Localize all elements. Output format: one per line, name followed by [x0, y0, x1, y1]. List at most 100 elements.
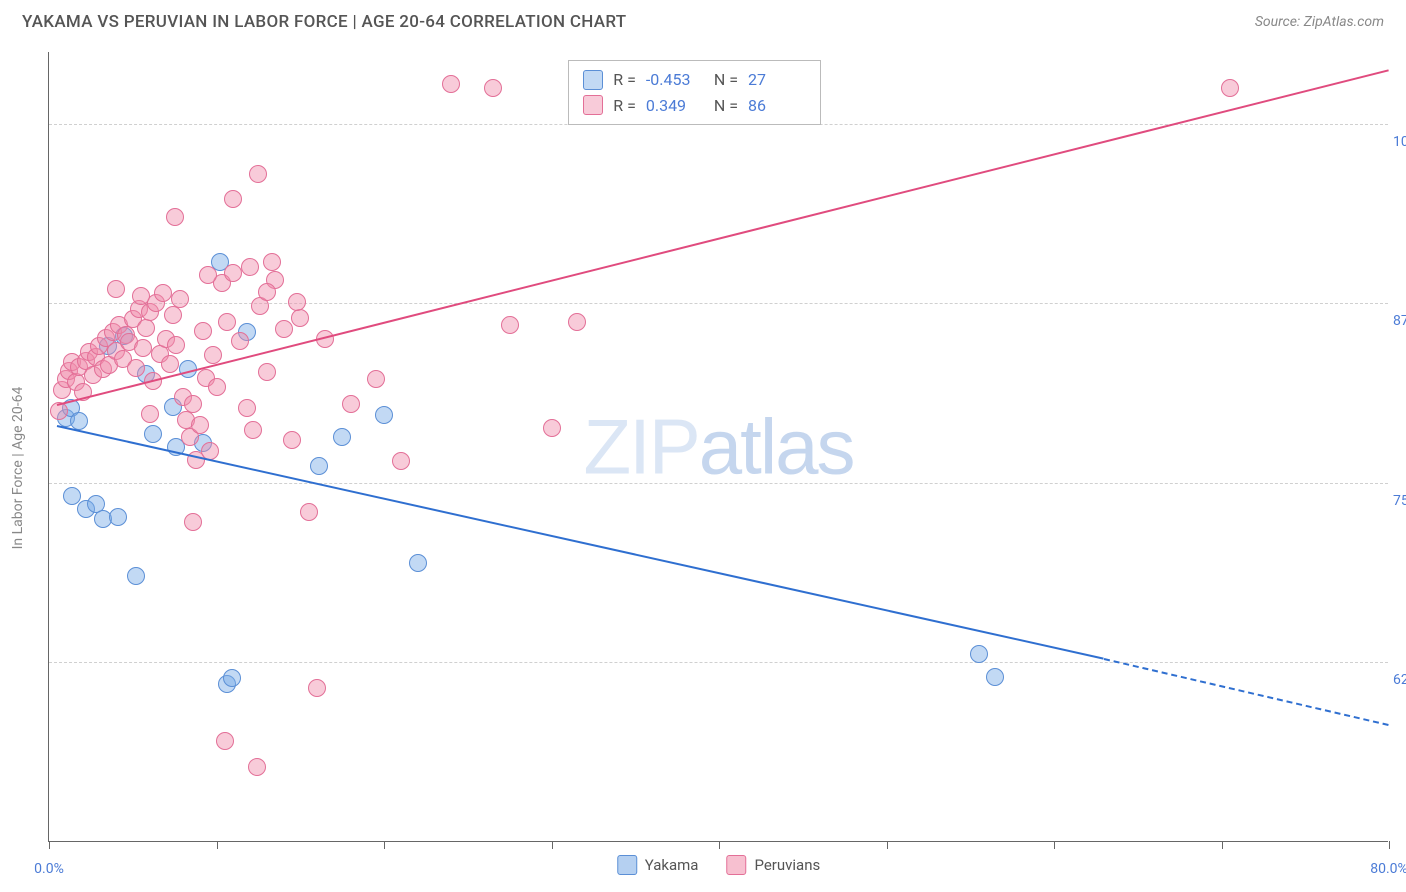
series-swatch — [583, 70, 603, 90]
data-point — [218, 313, 236, 331]
data-point — [109, 508, 127, 526]
scatter-plot: ZIPatlas YakamaPeruvians 62.5%75.0%87.5%… — [48, 52, 1388, 842]
data-point — [107, 280, 125, 298]
x-tick — [1389, 841, 1390, 849]
data-point — [161, 355, 179, 373]
legend-label: Yakama — [645, 856, 699, 874]
data-point — [543, 419, 561, 437]
stat-r-label: R = — [613, 67, 636, 93]
stat-n-label: N = — [714, 67, 738, 93]
data-point — [194, 322, 212, 340]
data-point — [970, 645, 988, 663]
data-point — [1221, 79, 1239, 97]
data-point — [249, 165, 267, 183]
data-point — [568, 313, 586, 331]
x-tick — [1054, 841, 1055, 849]
x-tick — [217, 841, 218, 849]
data-point — [231, 332, 249, 350]
data-point — [367, 370, 385, 388]
source-label: Source: ZipAtlas.com — [1255, 14, 1384, 30]
legend-item: Peruvians — [726, 855, 820, 875]
data-point — [258, 283, 276, 301]
data-point — [223, 669, 241, 687]
data-point — [184, 395, 202, 413]
data-point — [248, 758, 266, 776]
data-point — [238, 399, 256, 417]
data-point — [166, 208, 184, 226]
y-tick-label: 87.5% — [1393, 313, 1406, 329]
data-point — [300, 503, 318, 521]
data-point — [167, 336, 185, 354]
y-tick-label: 75.0% — [1393, 493, 1406, 509]
data-point — [134, 339, 152, 357]
stats-row: R =0.349N =86 — [583, 93, 806, 119]
y-tick-label: 100.0% — [1393, 134, 1406, 150]
stat-r-value: -0.453 — [646, 67, 704, 93]
data-point — [275, 320, 293, 338]
y-tick-label: 62.5% — [1393, 672, 1406, 688]
data-point — [310, 457, 328, 475]
x-tick — [1222, 841, 1223, 849]
legend-swatch — [617, 855, 637, 875]
data-point — [501, 316, 519, 334]
chart-container: In Labor Force | Age 20-64 ZIPatlas Yaka… — [0, 44, 1406, 892]
stats-row: R = -0.453 N = 27 — [583, 67, 806, 93]
chart-title: YAKAMA VS PERUVIAN IN LABOR FORCE | AGE … — [22, 12, 626, 32]
data-point — [127, 567, 145, 585]
x-tick-label: 0.0% — [34, 861, 64, 877]
data-point — [141, 405, 159, 423]
data-point — [184, 513, 202, 531]
x-tick-label: 80.0% — [1370, 861, 1406, 877]
watermark: ZIPatlas — [583, 401, 853, 492]
legend-label: Peruvians — [754, 856, 820, 874]
series-swatch — [583, 95, 603, 115]
legend-swatch — [726, 855, 746, 875]
x-tick — [887, 841, 888, 849]
data-point — [208, 378, 226, 396]
data-point — [258, 363, 276, 381]
y-axis-title: In Labor Force | Age 20-64 — [10, 387, 26, 550]
data-point — [291, 309, 309, 327]
stat-r-label: R = — [613, 93, 636, 119]
data-point — [164, 306, 182, 324]
data-point — [392, 452, 410, 470]
data-point — [216, 732, 234, 750]
trend-line — [1104, 658, 1389, 726]
data-point — [171, 290, 189, 308]
data-point — [263, 253, 281, 271]
stat-r-value: 0.349 — [646, 93, 704, 119]
x-tick — [552, 841, 553, 849]
data-point — [484, 79, 502, 97]
data-point — [204, 346, 222, 364]
data-point — [308, 679, 326, 697]
x-tick — [384, 841, 385, 849]
data-point — [409, 554, 427, 572]
data-point — [288, 293, 306, 311]
x-tick — [49, 841, 50, 849]
data-point — [137, 319, 155, 337]
data-point — [375, 406, 393, 424]
gridline-h — [49, 483, 1388, 484]
data-point — [144, 425, 162, 443]
gridline-h — [49, 662, 1388, 663]
data-point — [986, 668, 1004, 686]
data-point — [244, 421, 262, 439]
series-legend: Yakama Peruvians — [617, 855, 821, 875]
data-point — [283, 431, 301, 449]
data-point — [127, 359, 145, 377]
data-point — [241, 258, 259, 276]
stat-n-value: 27 — [748, 67, 806, 93]
stat-n-label: N = — [714, 93, 738, 119]
data-point — [342, 395, 360, 413]
gridline-h — [49, 303, 1388, 304]
data-point — [199, 266, 217, 284]
data-point — [132, 287, 150, 305]
trend-line — [57, 425, 1104, 660]
data-point — [70, 412, 88, 430]
x-tick — [719, 841, 720, 849]
data-point — [442, 75, 460, 93]
data-point — [154, 284, 172, 302]
data-point — [191, 416, 209, 434]
legend-item: Yakama — [617, 855, 699, 875]
correlation-stats-box: R =-0.453N =27R =0.349N =86 — [568, 60, 821, 125]
